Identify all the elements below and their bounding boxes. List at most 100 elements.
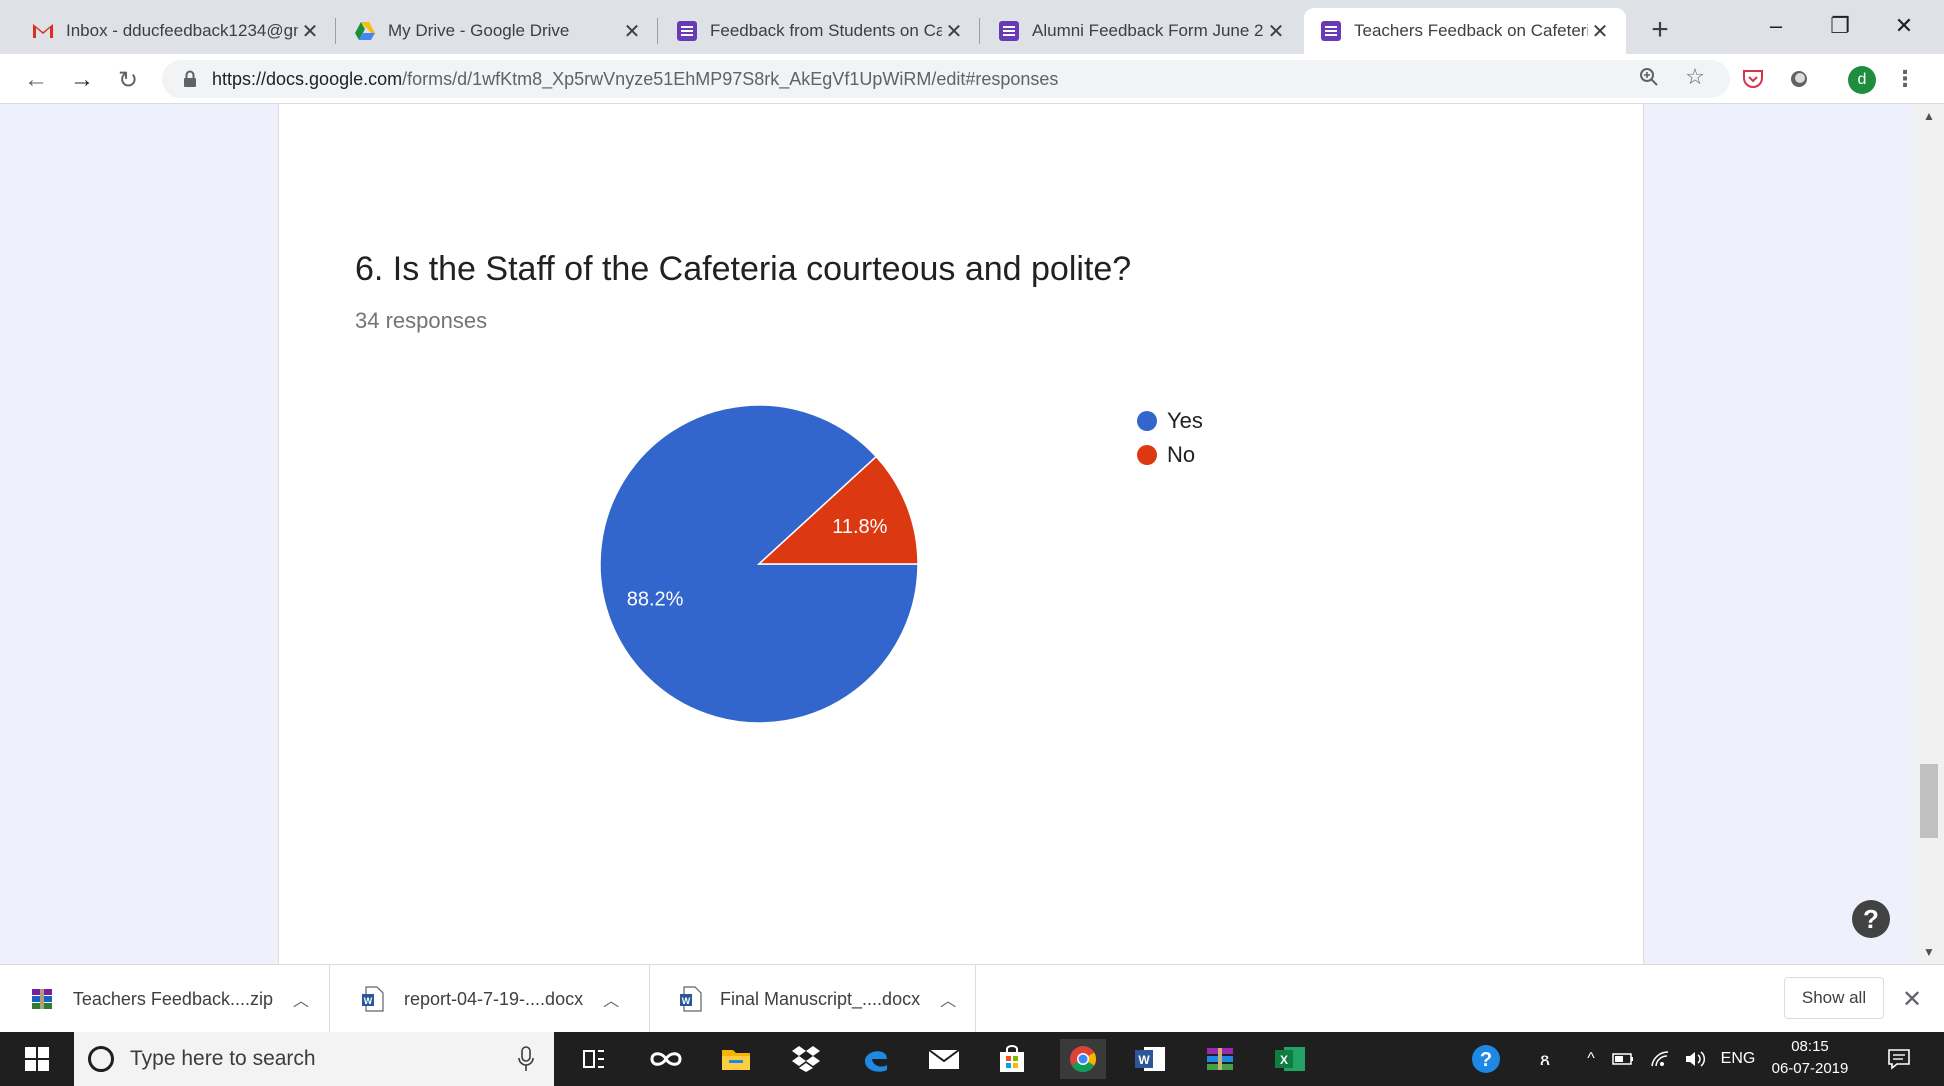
tab-google-drive[interactable]: My Drive - Google Drive ✕ (338, 8, 658, 54)
clock[interactable]: 08:15 06-07-2019 (1760, 1036, 1860, 1084)
svg-text:W: W (682, 996, 691, 1006)
people-icon[interactable]: ጸ (1539, 1048, 1551, 1069)
restore-button[interactable]: ❐ (1830, 13, 1850, 38)
chevron-up-icon[interactable]: ︿ (940, 993, 957, 1010)
pie-label-yes: 88.2% (627, 589, 684, 611)
minimize-button[interactable]: – (1769, 13, 1783, 38)
winrar-icon[interactable] (1200, 1039, 1240, 1079)
download-name: report-04-7-19-....docx (404, 988, 584, 1009)
legend-label: No (1167, 442, 1196, 467)
mail-icon[interactable] (924, 1039, 964, 1079)
word-app-icon[interactable]: W (1130, 1039, 1170, 1079)
download-item[interactable]: W report-04-7-19-....docx ︿ (330, 965, 650, 1033)
close-icon[interactable]: ✕ (301, 20, 319, 43)
microphone-icon[interactable] (518, 1046, 534, 1072)
taskbar-search-input[interactable]: Type here to search (74, 1032, 554, 1086)
legend-label: Yes (1167, 408, 1203, 433)
drive-icon (354, 20, 376, 42)
chevron-up-icon[interactable]: ︿ (292, 993, 309, 1010)
task-view-icon[interactable] (574, 1039, 614, 1079)
word-doc-icon: W (680, 986, 702, 1012)
chart-legend: Yes No (1137, 404, 1203, 472)
bookmark-star-icon[interactable]: ☆ (1685, 64, 1705, 89)
tab-strip: Inbox - dducfeedback1234@gmail.com ✕ My … (0, 0, 1944, 54)
close-window-button[interactable]: ✕ (1894, 13, 1914, 38)
show-all-downloads-button[interactable]: Show all (1784, 977, 1884, 1019)
windows-start-icon[interactable] (0, 1032, 74, 1086)
download-name: Final Manuscript_....docx (720, 988, 921, 1009)
tab-gmail-inbox[interactable]: Inbox - dducfeedback1234@gmail.com ✕ (16, 8, 336, 54)
download-name: Teachers Feedback....zip (72, 988, 273, 1009)
legend-item-yes[interactable]: Yes (1137, 404, 1203, 438)
chrome-icon[interactable] (1060, 1039, 1106, 1079)
close-icon[interactable]: ✕ (623, 20, 641, 43)
help-button[interactable]: ? (1852, 900, 1890, 938)
pie-chart: 88.2% 11.8% (599, 404, 919, 724)
edge-browser-icon[interactable] (856, 1039, 896, 1079)
chevron-up-icon[interactable]: ^ (1587, 1050, 1595, 1067)
url-path: /forms/d/1wfKtm8_Xp5rwVnyze51EhMP97S8rk_… (402, 68, 1059, 89)
tab-teachers-feedback[interactable]: Teachers Feedback on Cafeteria ✕ (1304, 8, 1626, 54)
wifi-icon[interactable] (1646, 1032, 1674, 1086)
response-card: 6. Is the Staff of the Cafeteria courteo… (278, 104, 1644, 964)
word-doc-icon: W (360, 986, 386, 1012)
close-icon[interactable]: ✕ (945, 20, 963, 43)
clock-date: 06-07-2019 (1771, 1060, 1849, 1077)
language-indicator[interactable]: ENG (1720, 1050, 1756, 1067)
windows-taskbar: Type here to search W X ? ጸ ^ (0, 1032, 1944, 1086)
forms-icon (676, 20, 698, 42)
volume-icon[interactable] (1680, 1032, 1710, 1086)
lock-icon (180, 69, 200, 89)
gmail-icon (32, 20, 54, 42)
svg-text:X: X (1280, 1053, 1288, 1067)
tab-label: Feedback from Students on Cafeteria (710, 21, 942, 40)
back-arrow-icon[interactable]: ← (24, 66, 48, 93)
question-title: 6. Is the Staff of the Cafeteria courteo… (355, 250, 1132, 288)
store-icon[interactable] (992, 1039, 1032, 1079)
tab-alumni-feedback[interactable]: Alumni Feedback Form June 2019 ✕ (982, 8, 1302, 54)
reload-icon[interactable]: ↻ (117, 66, 139, 94)
scroll-thumb[interactable] (1920, 764, 1938, 838)
menu-dots-icon[interactable]: ⋮ (1894, 66, 1916, 91)
scroll-up-arrow-icon[interactable]: ▲ (1923, 109, 1935, 123)
tab-label: Teachers Feedback on Cafeteria (1354, 21, 1588, 40)
tab-label: Alumni Feedback Form June 2019 (1032, 21, 1264, 40)
response-count: 34 responses (355, 308, 488, 333)
download-bar: Teachers Feedback....zip ︿ W report-04-7… (0, 964, 1944, 1033)
battery-icon[interactable] (1608, 1032, 1638, 1086)
legend-swatch (1137, 411, 1157, 431)
forms-icon (1320, 20, 1342, 42)
pie-slice-no[interactable] (757, 455, 919, 565)
profile-avatar[interactable]: d (1848, 66, 1876, 94)
vertical-scrollbar[interactable]: ▲ ▼ (1914, 104, 1944, 964)
tab-label: Inbox - dducfeedback1234@gmail.com (66, 21, 298, 40)
notifications-icon[interactable] (1876, 1032, 1922, 1086)
search-placeholder: Type here to search (130, 1047, 316, 1070)
new-tab-button[interactable]: + (1651, 13, 1669, 46)
tab-feedback-students[interactable]: Feedback from Students on Cafeteria ✕ (660, 8, 980, 54)
help-tray-icon[interactable]: ? (1466, 1032, 1506, 1086)
excel-app-icon[interactable]: X (1270, 1039, 1310, 1079)
infinity-app-icon[interactable] (646, 1039, 686, 1079)
clock-time: 08:15 (1791, 1038, 1829, 1055)
forms-icon (998, 20, 1020, 42)
legend-item-no[interactable]: No (1137, 438, 1203, 472)
file-explorer-icon[interactable] (716, 1039, 756, 1079)
dropbox-icon[interactable] (786, 1039, 826, 1079)
url-host: https://docs.google.com (212, 68, 403, 89)
close-icon[interactable]: ✕ (1591, 20, 1609, 43)
address-bar[interactable]: https://docs.google.com/forms/d/1wfKtm8_… (162, 60, 1730, 98)
winrar-icon (30, 986, 55, 1012)
download-item[interactable]: Teachers Feedback....zip ︿ (0, 965, 330, 1033)
pocket-extension-icon[interactable] (1738, 64, 1768, 94)
forward-arrow-icon[interactable]: → (70, 66, 94, 93)
chevron-up-icon[interactable]: ︿ (603, 993, 620, 1010)
close-icon[interactable]: ✕ (1267, 20, 1285, 43)
svg-text:W: W (364, 996, 373, 1006)
extension-circle-icon[interactable] (1784, 64, 1814, 94)
cortana-icon (88, 1046, 114, 1072)
download-item[interactable]: W Final Manuscript_....docx ︿ (650, 965, 976, 1033)
zoom-icon[interactable] (1632, 60, 1666, 94)
scroll-down-arrow-icon[interactable]: ▼ (1923, 945, 1935, 959)
close-icon[interactable]: ✕ (1901, 985, 1923, 1013)
